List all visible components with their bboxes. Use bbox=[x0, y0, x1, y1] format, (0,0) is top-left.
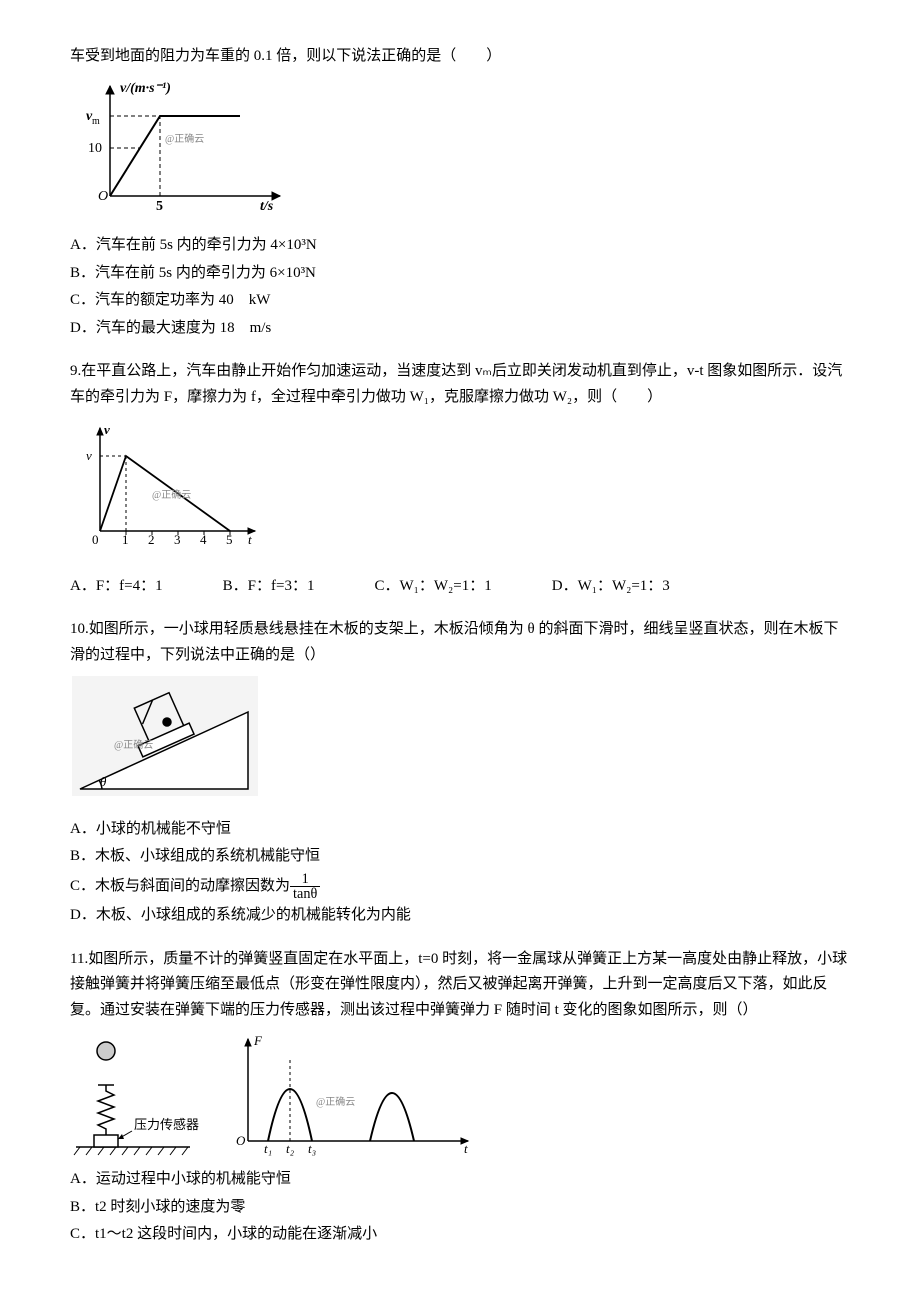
q10-figure: θ @正确云 bbox=[70, 674, 850, 809]
svg-text:O: O bbox=[98, 189, 108, 204]
q10-text: 10.如图所示，一小球用轻质悬线悬挂在木板的支架上，木板沿倾角为 θ 的斜面下滑… bbox=[70, 617, 850, 668]
question-8: 车受到地面的阻力为车重的 0.1 倍，则以下说法正确的是（ ） O 5 10 bbox=[70, 44, 850, 341]
svg-text:2: 2 bbox=[148, 532, 155, 547]
q11-figure: 压力传感器 O F t t₁ t₂ t₃ @正确云 bbox=[70, 1029, 850, 1159]
svg-text:3: 3 bbox=[174, 532, 181, 547]
svg-text:m: m bbox=[92, 116, 100, 127]
svg-text:t₁: t₁ bbox=[264, 1141, 272, 1156]
svg-text:压力传感器: 压力传感器 bbox=[134, 1117, 199, 1132]
q9-opt-c: C．W₁：W₂=1：1 bbox=[374, 574, 491, 600]
svg-text:@正确云: @正确云 bbox=[316, 1095, 355, 1108]
svg-text:4: 4 bbox=[200, 532, 207, 547]
q10-opt-b: B．木板、小球组成的系统机械能守恒 bbox=[70, 844, 850, 870]
svg-text:v: v bbox=[104, 422, 110, 437]
q10-opt-c: C．木板与斜面间的动摩擦因数为1tanθ bbox=[70, 872, 850, 902]
question-10: 10.如图所示，一小球用轻质悬线悬挂在木板的支架上，木板沿倾角为 θ 的斜面下滑… bbox=[70, 617, 850, 929]
svg-text:t: t bbox=[248, 532, 252, 547]
svg-text:@正确云: @正确云 bbox=[152, 488, 191, 501]
q10-options: A．小球的机械能不守恒 B．木板、小球组成的系统机械能守恒 C．木板与斜面间的动… bbox=[70, 817, 850, 929]
svg-text:θ: θ bbox=[100, 774, 107, 789]
question-9: 9.在平直公路上，汽车由静止开始作匀加速运动，当速度达到 vₘ后立即关闭发动机直… bbox=[70, 359, 850, 599]
q11-opt-c: C．t1～t2 这段时间内，小球的动能在逐渐减小 bbox=[70, 1222, 850, 1248]
q9-chart: 0 1 2 3 4 5 v v t @正确云 bbox=[70, 416, 850, 566]
svg-text:5: 5 bbox=[226, 532, 233, 547]
q9-opt-a: A．F：f=4：1 bbox=[70, 574, 163, 600]
svg-text:O: O bbox=[236, 1133, 246, 1148]
q9-opt-b: B．F：f=3：1 bbox=[223, 574, 315, 600]
q8-pretext: 车受到地面的阻力为车重的 0.1 倍，则以下说法正确的是（ ） bbox=[70, 44, 850, 70]
svg-text:5: 5 bbox=[156, 199, 163, 214]
q8-options: A．汽车在前 5s 内的牵引力为 4×10³N B．汽车在前 5s 内的牵引力为… bbox=[70, 233, 850, 341]
svg-text:t₂: t₂ bbox=[286, 1141, 295, 1156]
svg-text:F: F bbox=[253, 1033, 263, 1048]
svg-text:t: t bbox=[464, 1141, 468, 1156]
svg-text:@正确云: @正确云 bbox=[114, 738, 153, 751]
q11-text: 11.如图所示，质量不计的弹簧竖直固定在水平面上，t=0 时刻，将一金属球从弹簧… bbox=[70, 947, 850, 1024]
q8-chart: O 5 10 v m v/(m·s⁻¹) t/s @正确云 bbox=[70, 76, 850, 226]
q8-opt-a: A．汽车在前 5s 内的牵引力为 4×10³N bbox=[70, 233, 850, 259]
q8-opt-c: C．汽车的额定功率为 40 kW bbox=[70, 288, 850, 314]
svg-text:1: 1 bbox=[122, 532, 129, 547]
svg-text:t/s: t/s bbox=[260, 199, 274, 214]
svg-text:10: 10 bbox=[88, 141, 102, 156]
q9-text: 9.在平直公路上，汽车由静止开始作匀加速运动，当速度达到 vₘ后立即关闭发动机直… bbox=[70, 359, 850, 410]
q9-opt-d: D．W₁：W₂=1：3 bbox=[552, 574, 670, 600]
svg-text:v: v bbox=[86, 448, 92, 463]
question-11: 11.如图所示，质量不计的弹簧竖直固定在水平面上，t=0 时刻，将一金属球从弹簧… bbox=[70, 947, 850, 1248]
svg-text:t₃: t₃ bbox=[308, 1141, 316, 1156]
q11-opt-b: B．t2 时刻小球的速度为零 bbox=[70, 1195, 850, 1221]
q8-opt-d: D．汽车的最大速度为 18 m/s bbox=[70, 316, 850, 342]
q10-opt-d: D．木板、小球组成的系统减少的机械能转化为内能 bbox=[70, 903, 850, 929]
q11-opt-a: A．运动过程中小球的机械能守恒 bbox=[70, 1167, 850, 1193]
q8-opt-b: B．汽车在前 5s 内的牵引力为 6×10³N bbox=[70, 261, 850, 287]
q10-opt-a: A．小球的机械能不守恒 bbox=[70, 817, 850, 843]
svg-text:0: 0 bbox=[92, 532, 99, 547]
q11-options: A．运动过程中小球的机械能守恒 B．t2 时刻小球的速度为零 C．t1～t2 这… bbox=[70, 1167, 850, 1248]
svg-text:@正确云: @正确云 bbox=[165, 132, 204, 145]
svg-text:v/(m·s⁻¹): v/(m·s⁻¹) bbox=[120, 81, 171, 96]
q9-options: A．F：f=4：1 B．F：f=3：1 C．W₁：W₂=1：1 D．W₁：W₂=… bbox=[70, 574, 850, 600]
